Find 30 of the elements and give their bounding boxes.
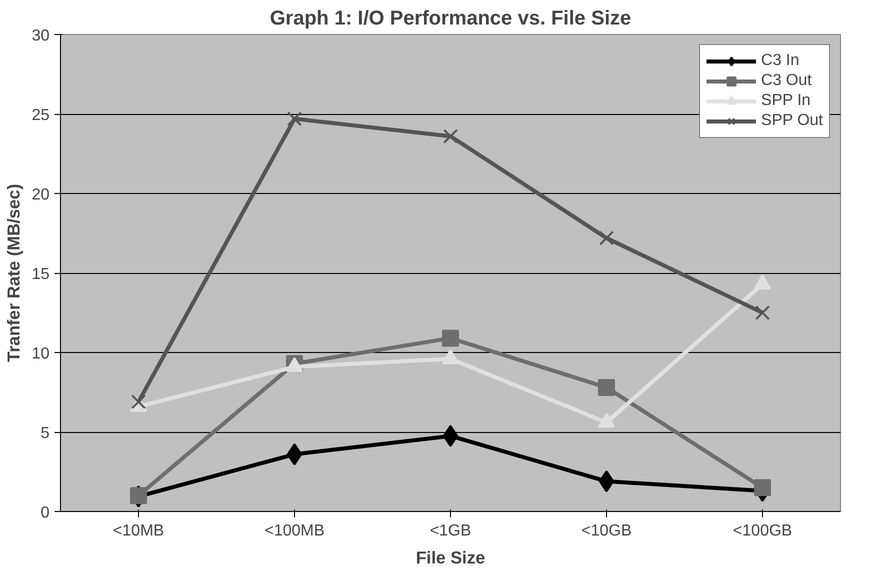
point (443, 128, 458, 144)
point (442, 330, 459, 347)
point (287, 111, 302, 126)
y-tick-label: 15 (32, 266, 50, 283)
x-axis-title: File Size (416, 548, 486, 568)
legend-label: SPP Out (761, 112, 823, 130)
legend-label: C3 Out (761, 72, 812, 90)
x-tick-label: <10MB (112, 522, 164, 540)
y-tick-label: 30 (32, 28, 50, 44)
chart-title: Graph 1: I/O Performance vs. File Size (270, 8, 632, 30)
point (286, 443, 302, 466)
point (755, 305, 770, 320)
x-tick-label: <100GB (732, 522, 792, 540)
x-tick-label: <10GB (581, 522, 632, 540)
x-tick-label: <100MB (264, 522, 325, 540)
point (598, 378, 615, 396)
y-tick-label: 10 (32, 346, 50, 362)
x-tick-label: <1GB (430, 522, 472, 540)
legend-label: SPP In (761, 92, 811, 110)
y-axis-title: Tranfer Rate (MB/sec) (4, 184, 24, 362)
y-tick-label: 0 (40, 504, 50, 522)
y-tick-label: 20 (32, 186, 50, 204)
point (130, 487, 147, 504)
point (598, 470, 614, 492)
point (442, 424, 458, 447)
y-tick-label: 25 (32, 107, 50, 124)
point (754, 479, 771, 496)
point (599, 230, 614, 246)
legend-label: C3 In (761, 52, 800, 70)
y-tick-label: 5 (40, 425, 50, 442)
